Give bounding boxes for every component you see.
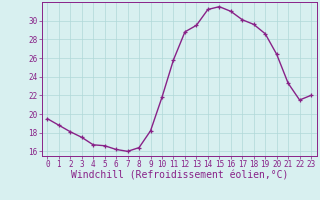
- X-axis label: Windchill (Refroidissement éolien,°C): Windchill (Refroidissement éolien,°C): [70, 171, 288, 181]
